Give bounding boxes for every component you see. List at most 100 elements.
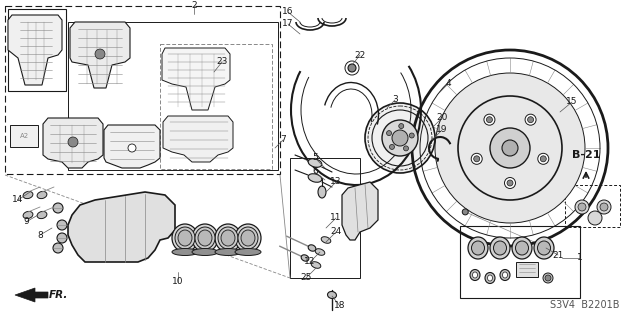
Ellipse shape — [472, 241, 484, 255]
Text: 20: 20 — [436, 114, 448, 122]
Circle shape — [462, 209, 468, 215]
Text: B-21: B-21 — [572, 150, 600, 160]
Text: 14: 14 — [12, 196, 24, 204]
Bar — [290, 158, 360, 278]
Ellipse shape — [195, 227, 215, 249]
Ellipse shape — [502, 272, 508, 278]
Circle shape — [525, 114, 536, 125]
Ellipse shape — [500, 270, 510, 280]
Text: FR.: FR. — [48, 290, 68, 300]
Circle shape — [502, 140, 518, 156]
Ellipse shape — [23, 191, 33, 199]
Text: S3V4  B2201B: S3V4 B2201B — [550, 300, 620, 310]
Circle shape — [435, 73, 585, 223]
Polygon shape — [163, 116, 233, 162]
Circle shape — [57, 233, 67, 243]
Text: 7: 7 — [280, 136, 286, 145]
Text: 25: 25 — [300, 273, 312, 283]
Ellipse shape — [311, 262, 321, 268]
Polygon shape — [43, 118, 103, 168]
Polygon shape — [104, 125, 160, 168]
Ellipse shape — [172, 249, 198, 256]
Bar — [68, 22, 278, 170]
Polygon shape — [8, 15, 62, 85]
Ellipse shape — [301, 255, 309, 261]
Circle shape — [597, 200, 611, 214]
Circle shape — [409, 133, 414, 138]
Ellipse shape — [318, 186, 326, 198]
Polygon shape — [162, 48, 230, 110]
Text: 5: 5 — [312, 153, 318, 162]
Bar — [565, 185, 620, 227]
Ellipse shape — [472, 272, 477, 278]
Circle shape — [68, 137, 78, 147]
Text: 9: 9 — [23, 218, 29, 226]
Ellipse shape — [488, 275, 493, 281]
Ellipse shape — [235, 249, 261, 256]
Ellipse shape — [221, 230, 235, 246]
Circle shape — [390, 145, 394, 149]
Text: 2: 2 — [191, 2, 197, 11]
Circle shape — [348, 64, 356, 72]
Polygon shape — [68, 192, 175, 262]
Circle shape — [53, 203, 63, 213]
Text: 24: 24 — [330, 227, 342, 236]
Text: 4: 4 — [445, 79, 451, 88]
Circle shape — [95, 49, 105, 59]
Circle shape — [387, 130, 392, 136]
Text: 13: 13 — [330, 177, 342, 187]
Bar — [516, 262, 538, 277]
Ellipse shape — [308, 159, 322, 167]
Ellipse shape — [37, 191, 47, 199]
Ellipse shape — [485, 272, 495, 284]
Ellipse shape — [328, 292, 337, 299]
Text: A2: A2 — [19, 133, 29, 139]
Ellipse shape — [172, 224, 198, 252]
Circle shape — [474, 156, 480, 162]
Ellipse shape — [315, 249, 325, 255]
Ellipse shape — [175, 227, 195, 249]
Ellipse shape — [321, 237, 331, 243]
Circle shape — [527, 117, 534, 123]
Text: 10: 10 — [172, 278, 184, 286]
Circle shape — [484, 114, 495, 125]
Ellipse shape — [192, 249, 218, 256]
Ellipse shape — [468, 237, 488, 259]
Bar — [160, 44, 272, 169]
Circle shape — [504, 177, 515, 189]
Ellipse shape — [192, 224, 218, 252]
Text: 15: 15 — [566, 98, 578, 107]
Bar — [460, 226, 580, 298]
Circle shape — [382, 120, 418, 156]
Circle shape — [471, 153, 482, 164]
Ellipse shape — [490, 237, 510, 259]
Polygon shape — [15, 288, 48, 302]
Bar — [10, 125, 38, 147]
Ellipse shape — [538, 241, 550, 255]
Text: 17: 17 — [282, 19, 294, 28]
Circle shape — [575, 200, 589, 214]
Text: 6: 6 — [312, 167, 318, 176]
Text: 12: 12 — [304, 257, 316, 266]
Ellipse shape — [198, 230, 212, 246]
Ellipse shape — [534, 237, 554, 259]
Circle shape — [490, 128, 530, 168]
Ellipse shape — [218, 227, 238, 249]
Ellipse shape — [215, 249, 241, 256]
Circle shape — [588, 211, 602, 225]
Ellipse shape — [515, 241, 529, 255]
Ellipse shape — [308, 245, 316, 251]
Ellipse shape — [241, 230, 255, 246]
Ellipse shape — [178, 230, 192, 246]
Ellipse shape — [470, 270, 480, 280]
Text: 23: 23 — [216, 57, 228, 66]
Ellipse shape — [493, 241, 506, 255]
Circle shape — [600, 203, 608, 211]
Circle shape — [365, 103, 435, 173]
Circle shape — [53, 243, 63, 253]
Text: 11: 11 — [330, 213, 342, 222]
Text: 19: 19 — [436, 125, 448, 135]
Bar — [5, 6, 280, 174]
Text: 21: 21 — [552, 250, 564, 259]
Bar — [8, 9, 66, 91]
